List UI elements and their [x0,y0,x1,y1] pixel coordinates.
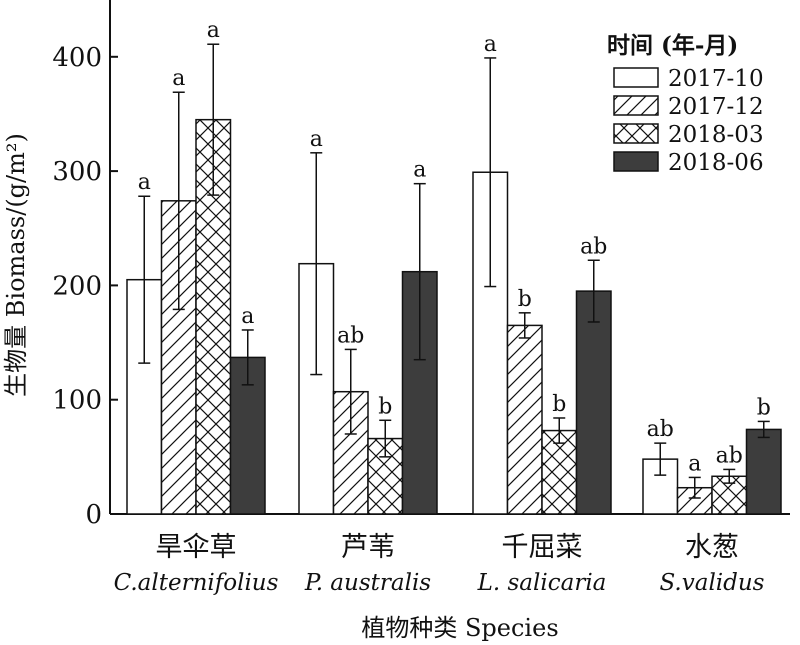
bar-2017-12-2 [506,324,543,515]
legend-label: 2017-10 [668,66,764,92]
bar-2018-06-3 [745,428,782,515]
legend-label: 2017-12 [668,94,764,120]
y-tick-label: 300 [52,157,102,187]
bars-group [126,118,782,515]
y-tick-label: 400 [52,43,102,73]
legend-swatch-2017-10 [613,67,659,88]
y-tick-label: 100 [52,386,102,416]
significance-letter: a [688,451,701,476]
significance-letter: ab [716,443,743,468]
category-label-cn: 千屈菜 [502,532,583,563]
significance-letter: a [413,158,426,183]
significance-letter: ab [580,234,607,259]
y-axis-label: 生物量 Biomass/(g/m²) [2,133,30,397]
significance-letter: a [138,170,151,195]
significance-letter: ab [647,417,674,442]
category-labels-group: 旱伞草 C.alternifolius 芦苇 P. australis 千屈菜 L. sa… [114,532,765,596]
legend-title: 时间 (年-月) [607,32,738,59]
legend-swatch-2018-06 [613,151,659,172]
significance-letter: a [484,32,497,57]
y-tick-label: 200 [52,271,102,301]
legend-swatch-2017-12 [613,95,659,116]
category-label-latin: L. salicaria [477,570,607,596]
category-label-cn: 水葱 [685,532,739,563]
bar-2018-06-2 [575,290,612,515]
significance-letter: a [310,127,323,152]
category-label-latin: S.validus [659,570,764,596]
category-label-cn: 旱伞草 [156,532,237,563]
significance-letter: b [378,394,392,419]
significance-letter: ab [337,323,364,348]
significance-letter: b [552,392,566,417]
legend-label: 2018-06 [668,150,764,176]
category-label-latin: C.alternifolius [114,570,279,596]
x-axis-label: 植物种类 Species [361,614,558,642]
error-bars-group [138,43,770,499]
significance-letter: a [207,18,220,43]
y-tick-label: 0 [85,500,102,530]
significance-letter: a [172,66,185,91]
significance-letter: b [518,287,532,312]
significance-letter: a [241,304,254,329]
category-label-cn: 芦苇 [341,532,395,563]
category-label-latin: P. australis [304,570,431,596]
legend-label: 2018-03 [668,122,764,148]
legend-swatch-2018-03 [613,123,659,144]
significance-letter: b [757,395,771,420]
